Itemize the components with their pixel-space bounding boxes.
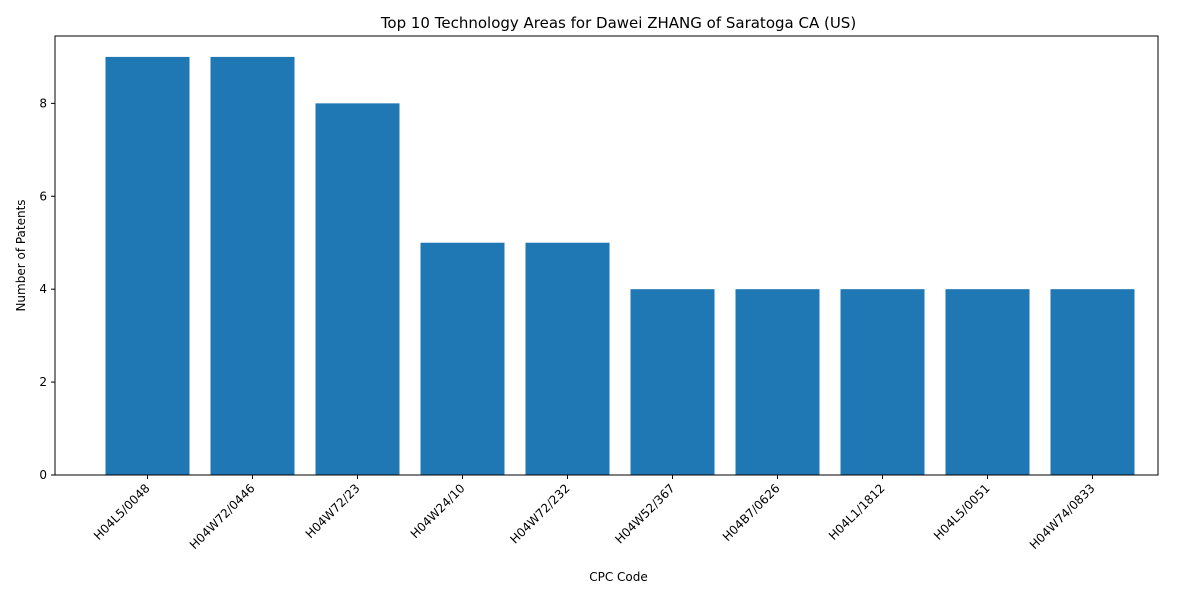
- x-tick-label: H04W72/23: [303, 481, 363, 541]
- bar: [421, 243, 505, 475]
- y-tick-label: 8: [39, 96, 47, 110]
- y-axis-ticks: 0 2 4 6 8: [39, 96, 55, 482]
- x-tick-label: H04L1/1812: [826, 481, 888, 543]
- x-tick-label: H04W24/10: [408, 481, 468, 541]
- x-tick-label: H04W74/0833: [1027, 481, 1098, 552]
- bar: [1051, 289, 1135, 475]
- bar: [631, 289, 715, 475]
- x-tick-label: H04W52/367: [612, 481, 677, 546]
- x-tick-label: H04W72/232: [507, 481, 572, 546]
- bar: [946, 289, 1030, 475]
- bar: [106, 57, 190, 475]
- x-tick-label: H04L5/0048: [91, 481, 153, 543]
- y-tick-label: 2: [39, 375, 47, 389]
- x-tick-label: H04W72/0446: [187, 481, 258, 552]
- x-tick-label: H04L5/0051: [931, 481, 993, 543]
- x-tick-label: H04B7/0626: [720, 481, 783, 544]
- bar: [211, 57, 295, 475]
- bars-group: [106, 57, 1135, 475]
- x-axis-ticks: H04L5/0048 H04W72/0446 H04W72/23 H04W24/10 H…: [91, 475, 1098, 552]
- y-axis-label: Number of Patents: [14, 199, 28, 311]
- y-tick-label: 0: [39, 468, 47, 482]
- bar: [316, 103, 400, 475]
- bar: [841, 289, 925, 475]
- y-tick-label: 4: [39, 282, 47, 296]
- y-tick-label: 6: [39, 189, 47, 203]
- bar: [736, 289, 820, 475]
- x-axis-label: CPC Code: [589, 570, 648, 584]
- bar: [526, 243, 610, 475]
- chart-title: Top 10 Technology Areas for Dawei ZHANG …: [380, 14, 856, 32]
